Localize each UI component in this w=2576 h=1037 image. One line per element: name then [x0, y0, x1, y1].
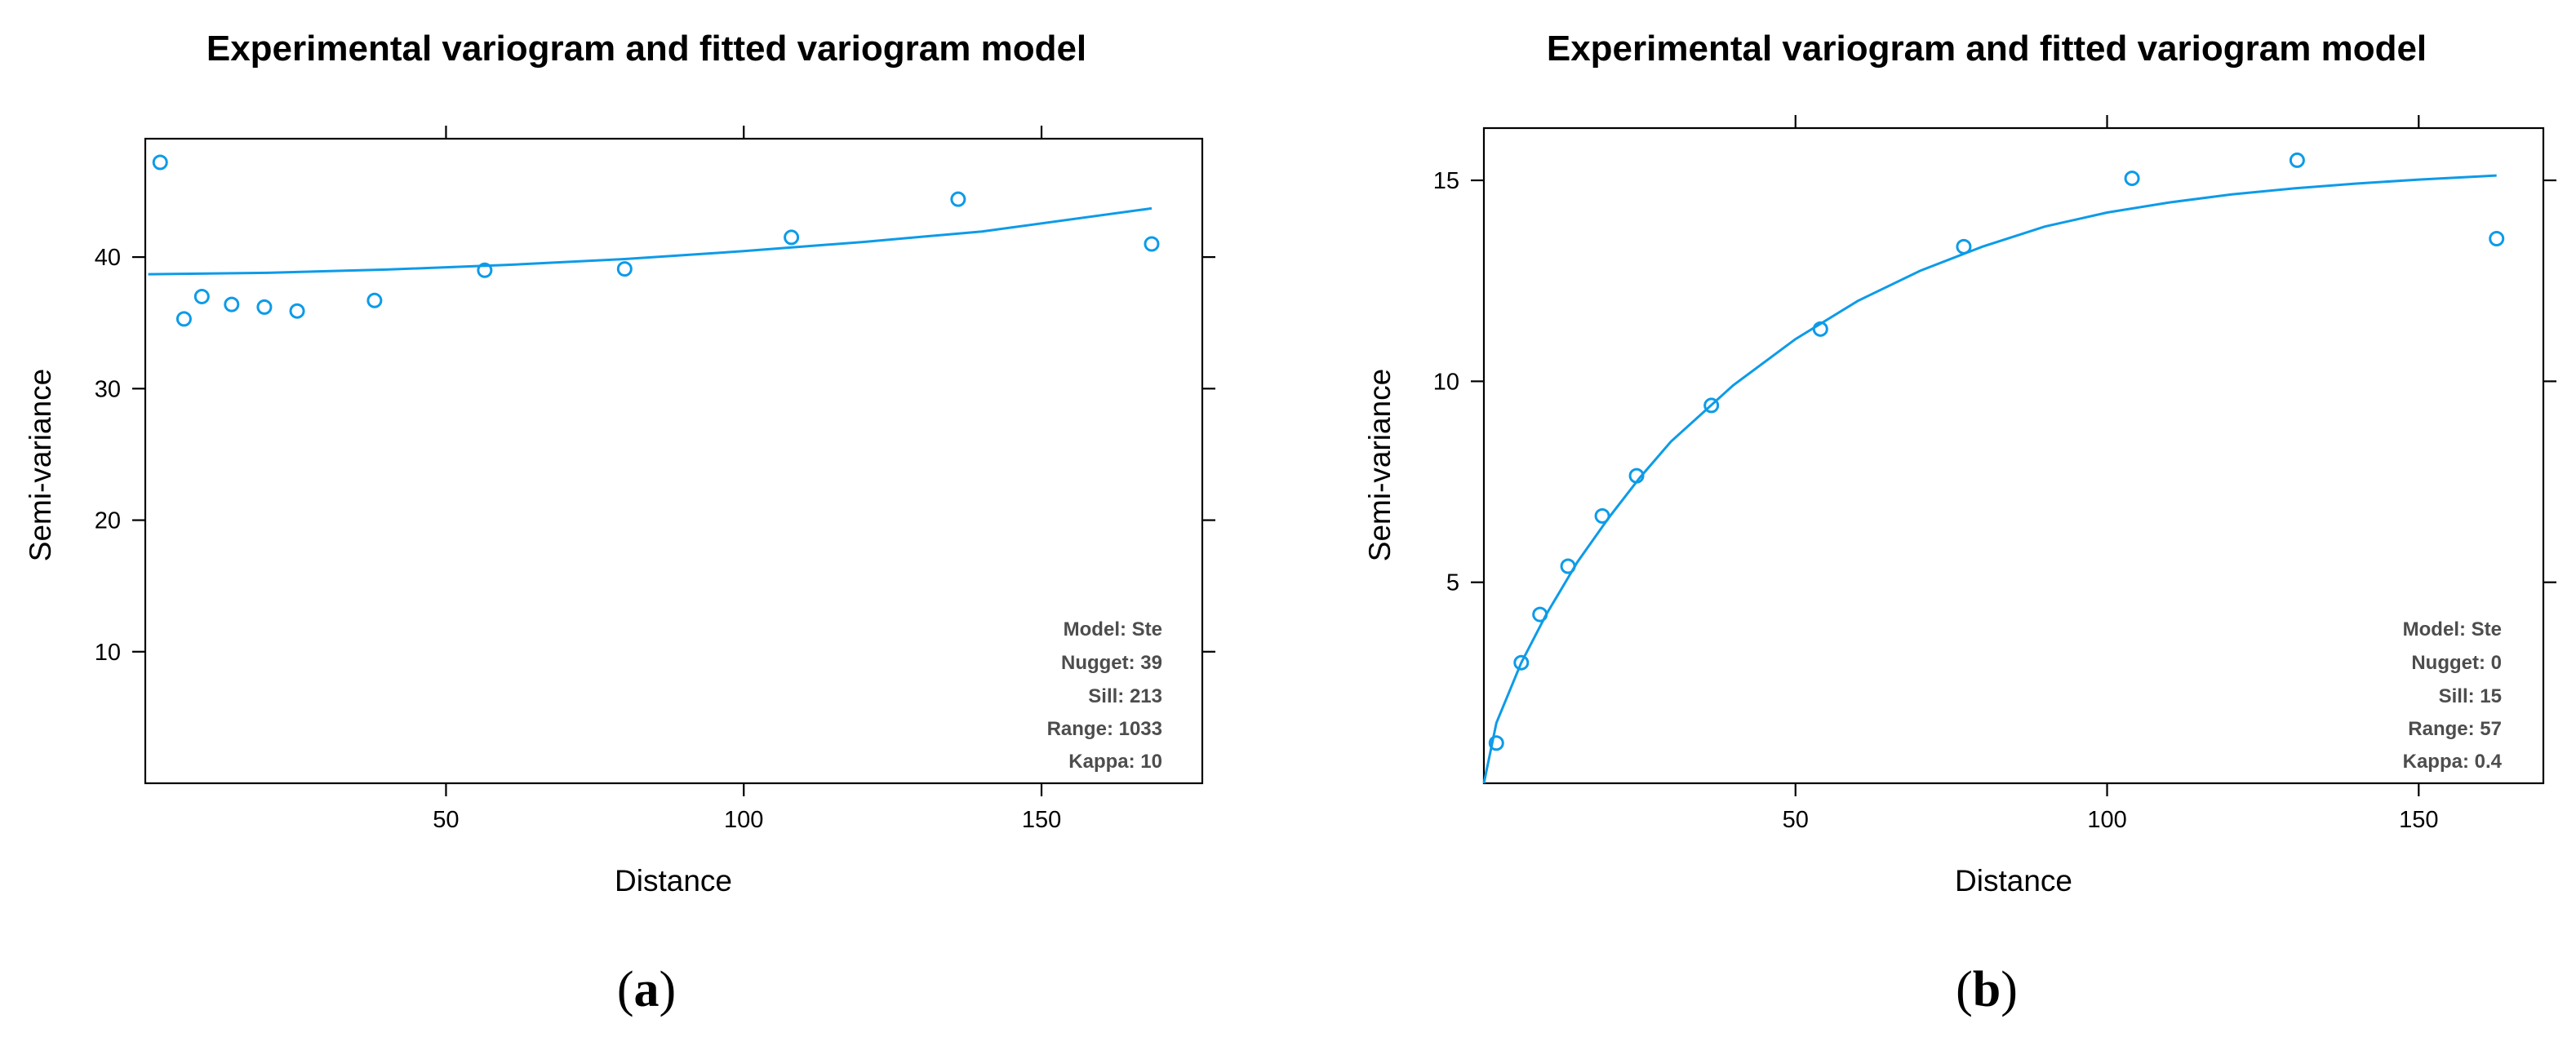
data-point-b	[1513, 654, 1530, 671]
chart-title-b: Experimental variogram and fitted variog…	[1547, 29, 2427, 69]
data-point-a	[175, 311, 192, 327]
fitted-model-curve-a	[148, 206, 1153, 276]
data-point-b	[1703, 397, 1720, 414]
annot-range-b: Range: 57	[2408, 718, 2502, 740]
data-point-a	[950, 191, 966, 207]
annot-nugget-a: Nugget: 39	[1061, 652, 1162, 674]
data-point-a	[477, 262, 493, 278]
data-point-a	[224, 296, 240, 312]
annot-kappa-a: Kappa: 10	[1068, 751, 1162, 773]
y-tick-label-b: 15	[1433, 168, 1459, 194]
x-axis-label-b: Distance	[1955, 864, 2072, 897]
data-point-b	[2124, 171, 2140, 187]
panel-b: Experimental variogram and fitted variog…	[1363, 29, 2556, 1017]
x-tick-label-b: 50	[1783, 807, 1809, 833]
chart-title-a: Experimental variogram and fitted variog…	[207, 29, 1086, 69]
plot-frame-a	[144, 137, 1204, 785]
points-b	[1488, 152, 2505, 751]
y-tick-label-a: 40	[95, 245, 121, 271]
data-point-a	[256, 299, 273, 315]
y-tick-label-b: 5	[1446, 570, 1459, 596]
data-point-a	[289, 303, 305, 319]
y-tick-label-a: 20	[95, 508, 121, 534]
annot-sill-b: Sill: 15	[2439, 685, 2502, 707]
y-tick-label-a: 30	[95, 376, 121, 402]
data-point-a	[366, 292, 383, 308]
data-point-b	[1532, 606, 1548, 623]
model-annotation-a: Model: Ste Nugget: 39 Sill: 213 Range: 1…	[1047, 618, 1162, 773]
data-point-b	[1812, 321, 1828, 337]
annot-sill-a: Sill: 213	[1088, 685, 1162, 707]
fitted-model-curve-b	[1482, 174, 2497, 784]
annot-model-a: Model: Ste	[1064, 618, 1162, 640]
data-point-a	[784, 229, 800, 246]
data-point-b	[1488, 735, 1504, 751]
ticks-b	[1471, 115, 2556, 796]
panel-label-b: (b)	[1956, 962, 2018, 1017]
y-axis-label-b: Semi-variance	[1363, 369, 1397, 561]
panel-a: Experimental variogram and fitted variog…	[24, 29, 1215, 1017]
annot-model-b: Model: Ste	[2403, 618, 2502, 640]
data-point-b	[2289, 152, 2305, 168]
tick-labels-b: 50 100 150 5 10 15	[1433, 168, 2439, 833]
x-tick-label-a: 50	[433, 807, 459, 833]
points-a	[152, 154, 1160, 327]
annot-range-a: Range: 1033	[1047, 718, 1162, 740]
tick-labels-a: 50 100 150 10 20 30 40	[95, 245, 1061, 833]
data-point-b	[2489, 230, 2505, 246]
y-axis-label-a: Semi-variance	[24, 369, 57, 561]
annot-nugget-b: Nugget: 0	[2411, 652, 2502, 674]
data-point-a	[1144, 236, 1160, 252]
x-tick-label-b: 150	[2399, 807, 2438, 833]
data-point-b	[1956, 238, 1972, 255]
data-point-a	[152, 154, 168, 171]
data-point-b	[1560, 558, 1576, 574]
y-tick-label-b: 10	[1433, 369, 1459, 395]
ticks-a	[132, 126, 1215, 796]
data-point-a	[193, 288, 210, 304]
data-point-b	[1594, 507, 1610, 524]
data-point-b	[1628, 468, 1645, 484]
data-point-a	[616, 261, 633, 277]
annot-kappa-b: Kappa: 0.4	[2403, 751, 2503, 773]
x-axis-label-a: Distance	[615, 864, 732, 897]
plot-frame-b	[1482, 126, 2545, 785]
x-tick-label-b: 100	[2087, 807, 2126, 833]
panel-label-a: (a)	[617, 962, 676, 1017]
model-annotation-b: Model: Ste Nugget: 0 Sill: 15 Range: 57 …	[2403, 618, 2503, 773]
x-tick-label-a: 150	[1022, 807, 1061, 833]
x-tick-label-a: 100	[724, 807, 763, 833]
y-tick-label-a: 10	[95, 640, 121, 666]
